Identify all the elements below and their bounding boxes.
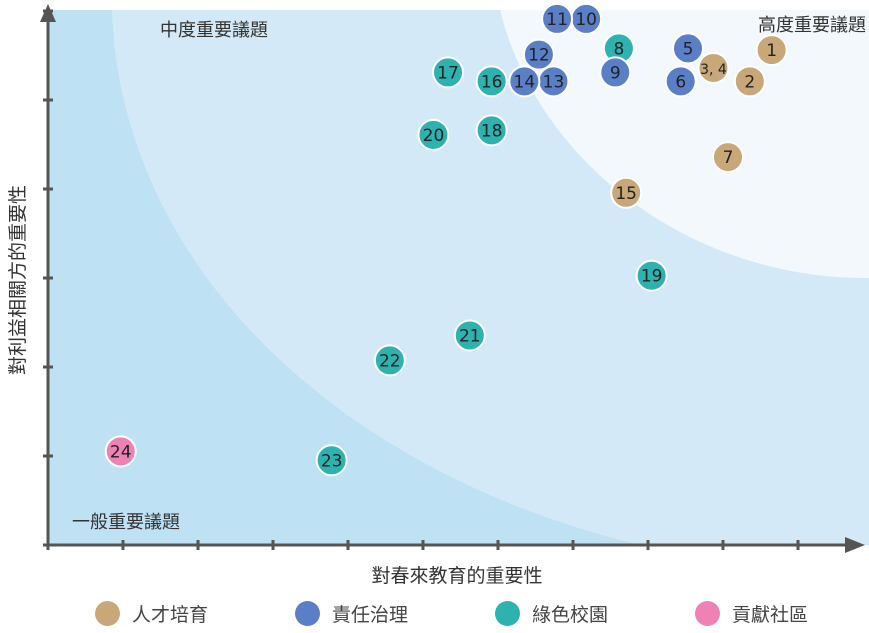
point-label: 7 (723, 148, 734, 168)
data-point: 21 (453, 319, 486, 352)
data-point: 14 (508, 65, 541, 98)
point-label: 8 (613, 39, 624, 59)
data-point: 16 (475, 65, 508, 98)
point-label: 17 (437, 63, 459, 83)
legend-swatch (295, 601, 320, 626)
data-point: 19 (635, 259, 668, 292)
point-marker (475, 65, 508, 98)
point-label: 2 (744, 72, 755, 92)
legend-item-green-campus: 綠色校園 (495, 600, 608, 627)
point-marker (104, 435, 137, 468)
axis-ticks (43, 9, 800, 550)
point-label: 23 (321, 451, 343, 471)
point-marker (508, 65, 541, 98)
point-marker (712, 141, 744, 174)
point-marker (733, 65, 766, 98)
point-label: 18 (481, 121, 503, 141)
point-marker (755, 34, 788, 67)
legend-item-governance: 責任治理 (295, 600, 408, 627)
point-marker (697, 51, 730, 84)
point-marker (432, 56, 464, 89)
zone-low (48, 10, 640, 545)
point-marker (635, 259, 668, 292)
legend-label: 責任治理 (332, 604, 409, 626)
legend-swatch (695, 601, 720, 626)
zone-label-medium: 中度重要議題 (160, 20, 268, 41)
zone-label-low: 一般重要議題 (72, 512, 180, 533)
zone-label-high: 高度重要議題 (758, 15, 866, 36)
legend: 人才培育 責任治理 綠色校園 貢獻社區 (0, 600, 869, 632)
point-label: 19 (641, 267, 663, 287)
point-marker (522, 38, 555, 71)
data-point: 18 (475, 114, 508, 147)
data-point: 15 (610, 176, 643, 209)
legend-label: 綠色校園 (532, 604, 609, 626)
x-axis-arrow (845, 537, 865, 553)
data-point: 11 (541, 2, 574, 35)
point-label: 1 (766, 41, 777, 61)
point-label: 5 (683, 39, 694, 59)
data-points: 123, 45678910111213141516171819202122232… (104, 2, 788, 477)
point-marker (672, 32, 704, 65)
data-point: 1 (755, 34, 788, 67)
data-point: 9 (599, 56, 632, 89)
data-point: 23 (315, 444, 348, 477)
y-axis-label: 對利益相關方的重要性 (7, 185, 29, 375)
point-marker (315, 444, 348, 477)
point-label: 14 (514, 72, 536, 92)
data-point: 24 (104, 435, 137, 468)
point-marker (610, 176, 643, 209)
data-point: 2 (733, 65, 766, 98)
data-point: 3, 4 (697, 51, 730, 84)
point-label: 6 (675, 72, 686, 92)
point-marker (453, 319, 486, 352)
legend-swatch (495, 601, 520, 626)
point-label: 11 (546, 10, 568, 30)
data-point: 20 (417, 118, 450, 151)
zone-high (500, 10, 869, 279)
data-point: 12 (522, 38, 555, 71)
legend-item-community: 貢獻社區 (695, 600, 808, 627)
point-label: 13 (543, 72, 565, 92)
point-label: 3, 4 (700, 62, 727, 78)
y-axis-arrow (40, 4, 56, 22)
point-marker (664, 65, 697, 98)
point-label: 20 (423, 126, 445, 146)
point-label: 21 (459, 326, 481, 346)
point-marker (475, 114, 508, 147)
point-label: 22 (379, 351, 401, 371)
point-marker (541, 2, 574, 35)
data-point: 7 (712, 141, 744, 174)
point-marker (417, 118, 450, 151)
data-point: 5 (672, 32, 704, 65)
data-point: 10 (570, 2, 603, 35)
data-point: 13 (537, 65, 570, 98)
point-label: 24 (110, 442, 132, 462)
point-label: 15 (615, 184, 637, 204)
data-point: 22 (373, 344, 406, 377)
point-label: 12 (528, 46, 550, 66)
legend-label: 貢獻社區 (732, 604, 809, 626)
data-point: 6 (664, 65, 697, 98)
point-label: 16 (481, 72, 503, 92)
legend-item-talent: 人才培育 (95, 600, 208, 627)
point-label: 10 (575, 10, 597, 30)
data-point: 17 (432, 56, 464, 89)
x-axis-label: 對春來教育的重要性 (371, 565, 542, 587)
point-label: 9 (610, 63, 621, 83)
legend-swatch (95, 601, 120, 626)
legend-label: 人才培育 (132, 604, 209, 626)
point-marker (599, 56, 632, 89)
point-marker (373, 344, 406, 377)
